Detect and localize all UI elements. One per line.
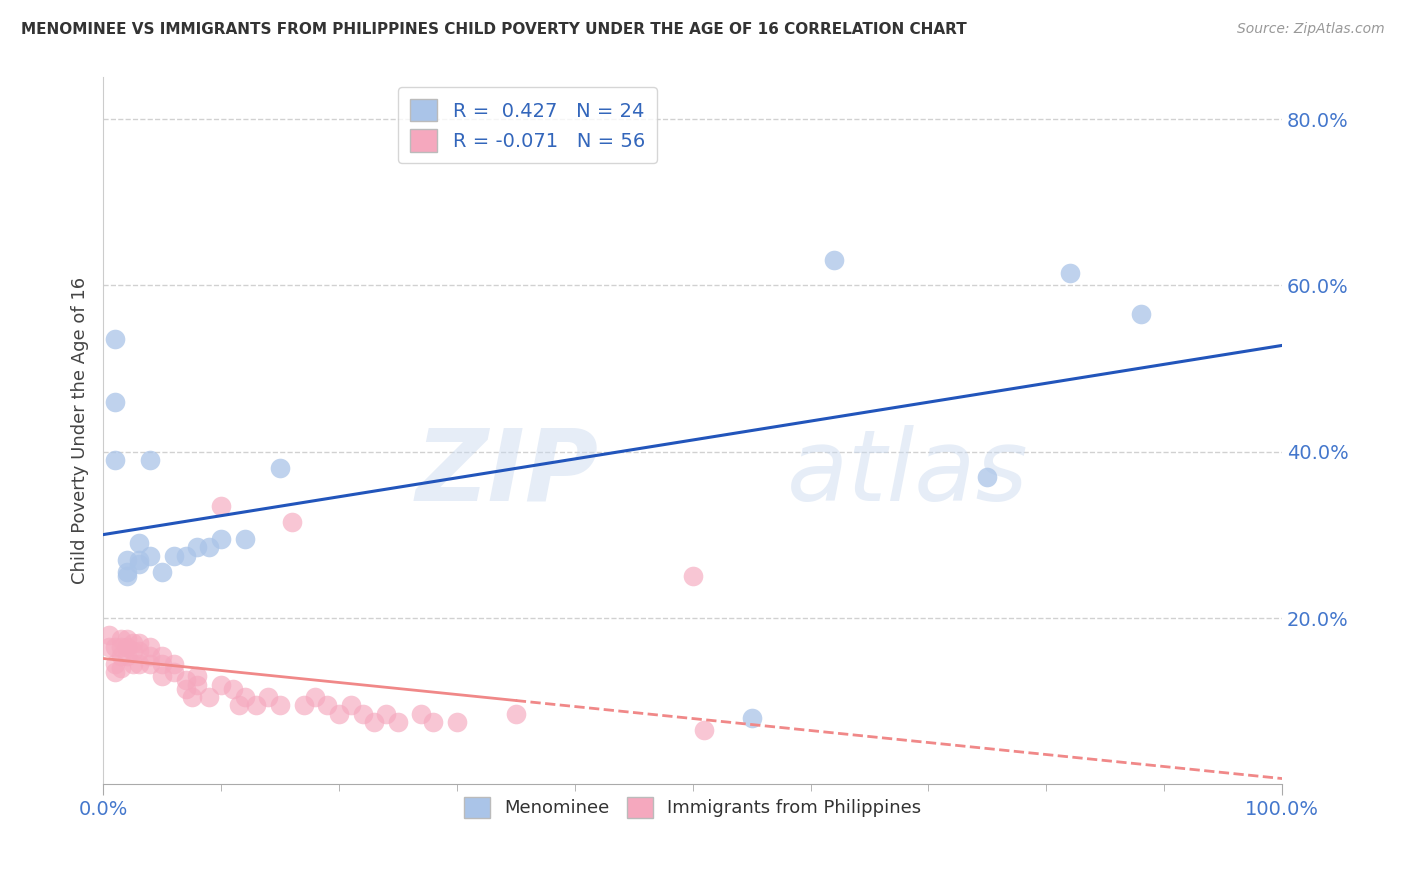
Point — [339, 698, 361, 713]
Point — [104, 394, 127, 409]
Point — [328, 706, 350, 721]
Point — [163, 549, 186, 563]
Point — [115, 569, 138, 583]
Point — [139, 657, 162, 671]
Point — [693, 723, 716, 738]
Point — [505, 706, 527, 721]
Point — [128, 536, 150, 550]
Point — [115, 553, 138, 567]
Point — [98, 628, 121, 642]
Text: MENOMINEE VS IMMIGRANTS FROM PHILIPPINES CHILD POVERTY UNDER THE AGE OF 16 CORRE: MENOMINEE VS IMMIGRANTS FROM PHILIPPINES… — [21, 22, 967, 37]
Point — [104, 640, 127, 655]
Point — [209, 499, 232, 513]
Point — [174, 549, 197, 563]
Point — [375, 706, 398, 721]
Point — [257, 690, 280, 704]
Point — [104, 453, 127, 467]
Point — [163, 665, 186, 680]
Point — [121, 657, 143, 671]
Point — [245, 698, 267, 713]
Point — [110, 648, 132, 663]
Point — [150, 669, 173, 683]
Point — [363, 714, 385, 729]
Point — [1129, 308, 1152, 322]
Point — [121, 644, 143, 658]
Point — [128, 636, 150, 650]
Point — [128, 557, 150, 571]
Point — [150, 657, 173, 671]
Point — [121, 636, 143, 650]
Point — [115, 648, 138, 663]
Point — [104, 665, 127, 680]
Point — [174, 673, 197, 688]
Point — [110, 661, 132, 675]
Text: ZIP: ZIP — [415, 425, 599, 522]
Point — [110, 632, 132, 646]
Text: Source: ZipAtlas.com: Source: ZipAtlas.com — [1237, 22, 1385, 37]
Point — [139, 549, 162, 563]
Point — [115, 640, 138, 655]
Point — [352, 706, 374, 721]
Point — [198, 541, 221, 555]
Point — [139, 640, 162, 655]
Point — [98, 640, 121, 655]
Text: atlas: atlas — [787, 425, 1029, 522]
Point — [292, 698, 315, 713]
Point — [174, 681, 197, 696]
Point — [446, 714, 468, 729]
Point — [422, 714, 444, 729]
Point — [269, 461, 291, 475]
Point — [104, 333, 127, 347]
Point — [209, 532, 232, 546]
Point — [741, 711, 763, 725]
Point — [150, 648, 173, 663]
Point — [209, 678, 232, 692]
Point — [198, 690, 221, 704]
Point — [115, 632, 138, 646]
Point — [228, 698, 250, 713]
Point — [186, 541, 208, 555]
Point — [186, 669, 208, 683]
Point — [139, 648, 162, 663]
Point — [110, 640, 132, 655]
Point — [222, 681, 245, 696]
Point — [233, 690, 256, 704]
Point — [387, 714, 409, 729]
Point — [163, 657, 186, 671]
Point — [186, 678, 208, 692]
Point — [682, 569, 704, 583]
Point — [128, 657, 150, 671]
Point — [115, 566, 138, 580]
Point — [976, 469, 998, 483]
Point — [139, 453, 162, 467]
Point — [233, 532, 256, 546]
Point — [269, 698, 291, 713]
Point — [150, 566, 173, 580]
Point — [1059, 266, 1081, 280]
Point — [104, 657, 127, 671]
Point — [281, 516, 304, 530]
Point — [823, 253, 845, 268]
Point — [316, 698, 339, 713]
Point — [304, 690, 326, 704]
Point — [128, 553, 150, 567]
Legend: Menominee, Immigrants from Philippines: Menominee, Immigrants from Philippines — [457, 789, 928, 825]
Point — [128, 644, 150, 658]
Point — [411, 706, 433, 721]
Point — [180, 690, 202, 704]
Y-axis label: Child Poverty Under the Age of 16: Child Poverty Under the Age of 16 — [72, 277, 89, 584]
